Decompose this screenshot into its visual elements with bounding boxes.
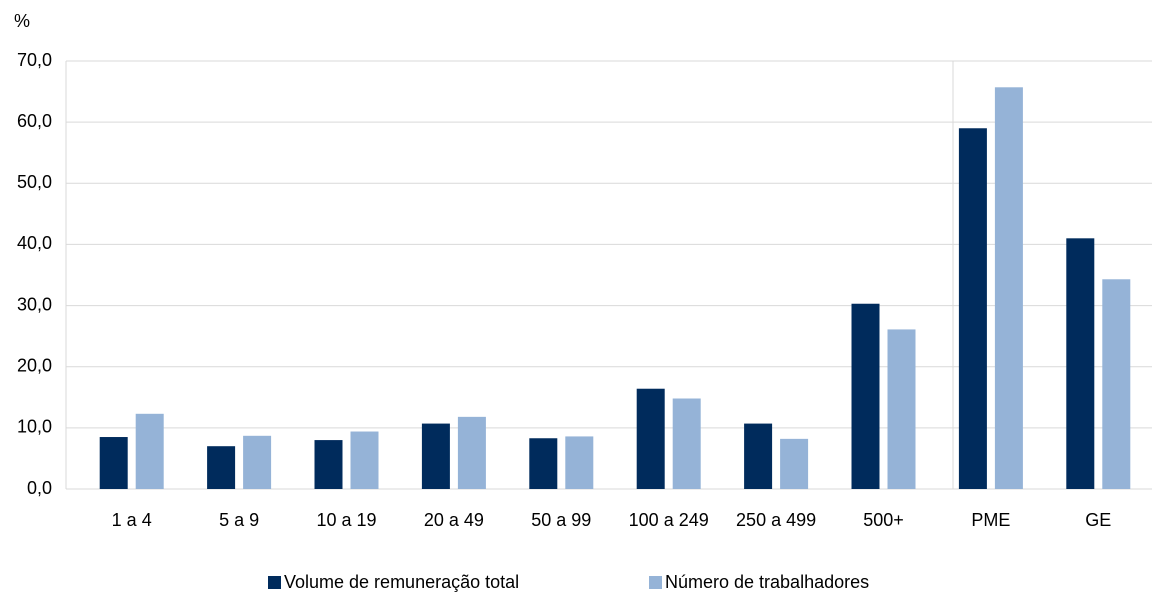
x-tick-label: 5 a 9 [219, 510, 259, 530]
x-tick-label: 20 a 49 [424, 510, 484, 530]
x-tick-label: 10 a 19 [316, 510, 376, 530]
bar [672, 398, 701, 489]
bar [207, 446, 236, 489]
legend-label: Volume de remuneração total [284, 572, 519, 592]
y-axis-label: % [14, 11, 30, 31]
bar [457, 416, 486, 489]
y-tick-label: 10,0 [17, 417, 52, 437]
x-tick-label: 100 a 249 [629, 510, 709, 530]
x-tick-label: 50 a 99 [531, 510, 591, 530]
bar [887, 329, 916, 489]
bar [529, 438, 558, 489]
x-tick-label: GE [1085, 510, 1111, 530]
bar [135, 413, 164, 489]
bar [99, 437, 128, 489]
legend-label: Número de trabalhadores [665, 572, 869, 592]
y-tick-label: 40,0 [17, 233, 52, 253]
bar [994, 87, 1023, 489]
x-tick-label: 1 a 4 [112, 510, 152, 530]
bar [314, 440, 343, 489]
bar [565, 436, 594, 489]
legend-swatch [649, 576, 662, 589]
y-tick-label: 0,0 [27, 478, 52, 498]
y-tick-label: 20,0 [17, 355, 52, 375]
x-tick-label: 250 a 499 [736, 510, 816, 530]
x-tick-label: 500+ [863, 510, 904, 530]
bar [780, 438, 809, 489]
y-tick-label: 30,0 [17, 294, 52, 314]
bar [636, 388, 665, 489]
bar [421, 423, 450, 489]
y-tick-label: 70,0 [17, 50, 52, 70]
bar [744, 423, 773, 489]
bar [958, 128, 987, 489]
bar [243, 435, 272, 489]
y-tick-label: 60,0 [17, 111, 52, 131]
x-tick-label: PME [971, 510, 1010, 530]
bar [1102, 279, 1131, 489]
y-tick-label: 50,0 [17, 172, 52, 192]
bar [350, 431, 379, 489]
legend-swatch [268, 576, 281, 589]
bar [1066, 238, 1095, 489]
bar [851, 303, 880, 489]
